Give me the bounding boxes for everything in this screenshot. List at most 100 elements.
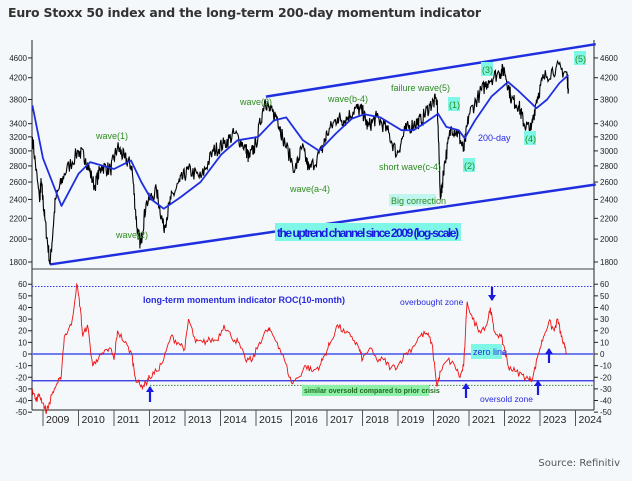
x-tick-label: 2019 [401, 414, 425, 426]
y-tick-label-right: 2800 [600, 162, 618, 171]
y-tick-label-left: -10 [15, 362, 27, 371]
arrow-up-icon [462, 383, 470, 389]
wave-5-highlight [574, 51, 586, 65]
annotation-failure-wave-5: failure wave(5) [391, 83, 450, 93]
channel-upper-line [265, 42, 596, 98]
y-tick-label-left: 2200 [9, 214, 27, 223]
y-tick-label-right: 3400 [600, 120, 618, 129]
x-tick-label: 2010 [82, 414, 106, 426]
y-tick-label-right: -20 [600, 373, 612, 382]
annotation-w2: (2) [464, 161, 475, 171]
x-tick-label: 2021 [472, 414, 496, 426]
x-tick-label: 2024 [579, 414, 603, 426]
y-tick-label-right: 0 [600, 350, 605, 359]
y-tick-label-right: -10 [600, 362, 612, 371]
y-tick-label-left: 2600 [9, 178, 27, 187]
annotation-wave-b4: wave(b-4) [327, 94, 368, 104]
y-tick-label-right: 10 [600, 338, 609, 347]
x-tick-label: 2009 [46, 414, 70, 426]
y-tick-label-right: 20 [600, 327, 609, 336]
y-tick-label-left: -30 [15, 385, 27, 394]
annotation-wave-2: wave(2) [115, 230, 148, 240]
y-tick-label-left: 40 [18, 303, 27, 312]
y-tick-label-right: 3800 [600, 95, 618, 104]
y-tick-label-left: 3000 [9, 147, 27, 156]
arrow-up-icon [534, 380, 542, 386]
x-tick-label: 2020 [437, 414, 461, 426]
y-tick-label-right: 60 [600, 280, 609, 289]
y-tick-label-right: 3000 [600, 147, 618, 156]
y-tick-label-right: -30 [600, 385, 612, 394]
y-tick-label-left: 3800 [9, 95, 27, 104]
y-tick-label-right: 2200 [600, 214, 618, 223]
x-tick-label: 2023 [543, 414, 567, 426]
y-tick-label-left: 50 [18, 292, 27, 301]
y-tick-label-left: -50 [15, 408, 27, 417]
annotation-overbought-zone: overbought zone [400, 297, 464, 307]
x-tick-label: 2022 [508, 414, 532, 426]
y-tick-label-right: 40 [600, 303, 609, 312]
x-tick-label: 2012 [153, 414, 177, 426]
x-tick-label: 2015 [259, 414, 283, 426]
y-tick-label-left: 0 [23, 350, 28, 359]
x-tick-label: 2013 [188, 414, 212, 426]
y-tick-label-left: 2400 [9, 195, 27, 204]
annotation-w1: (1) [449, 100, 460, 110]
annotation-wave-1: wave(1) [95, 131, 128, 141]
chart-frame [31, 40, 595, 411]
y-tick-label-left: -20 [15, 373, 27, 382]
annotation-big-correction: Big correction [391, 196, 446, 206]
annotation-wave-3: wave(3) [239, 97, 272, 107]
x-tick-label: 2014 [224, 414, 248, 426]
y-tick-label-right: 4600 [600, 54, 618, 63]
ma-200-day-line [31, 74, 569, 210]
y-tick-label-left: 20 [18, 327, 27, 336]
y-tick-label-right: 2400 [600, 195, 618, 204]
y-tick-label-left: 1800 [9, 258, 27, 267]
y-tick-label-left: 4600 [9, 54, 27, 63]
annotation-zero-line: zero line [473, 347, 507, 357]
annotation-w3: (3) [482, 65, 493, 75]
wave-2-highlight [463, 158, 475, 172]
y-tick-label-left: 3400 [9, 120, 27, 129]
annotation-w4: (4) [525, 134, 536, 144]
y-tick-label-left: -40 [15, 397, 27, 406]
y-tick-label-left: 60 [18, 280, 27, 289]
y-tick-label-left: 3200 [9, 133, 27, 142]
arrow-down-icon [488, 295, 496, 301]
y-tick-label-left: 2800 [9, 162, 27, 171]
annotation-wave-a4: wave(a-4) [289, 184, 330, 194]
x-tick-label: 2016 [295, 414, 319, 426]
y-tick-label-right: 1800 [600, 258, 618, 267]
y-tick-label-right: 30 [600, 315, 609, 324]
annotation-w5: (5) [575, 54, 586, 64]
y-tick-label-right: 50 [600, 292, 609, 301]
x-tick-label: 2011 [117, 414, 140, 426]
y-tick-label-left: 4200 [9, 74, 27, 83]
annotation-short-wave-c4: short wave(c-4) [379, 162, 441, 172]
y-tick-label-right: 2600 [600, 178, 618, 187]
annotation-similar-oversold: similar oversold compared to prior crisi… [304, 388, 440, 395]
arrow-up-icon [146, 386, 154, 392]
y-tick-label-right: 3200 [600, 133, 618, 142]
y-tick-label-right: -40 [600, 397, 612, 406]
big-correction-highlight [389, 194, 436, 206]
annotation-oversold-zone: oversold zone [480, 394, 533, 404]
y-tick-label-left: 2000 [9, 235, 27, 244]
similar-oversold-highlight [302, 385, 429, 396]
channel-label-highlight [275, 223, 461, 241]
price-series-line [31, 59, 569, 265]
y-tick-label-right: -50 [600, 408, 612, 417]
arrow-up-icon [545, 348, 553, 354]
y-tick-label-left: 30 [18, 315, 27, 324]
source-note: Source: Refinitiv [538, 458, 620, 469]
annotation-200-day: 200-day [478, 133, 511, 143]
roc-series-line [31, 282, 567, 415]
y-tick-label-right: 2000 [600, 235, 618, 244]
wave-4-highlight [524, 131, 536, 145]
x-tick-label: 2017 [330, 414, 354, 426]
annotation-uptrend-channel: the uptrend channel since 2009 (log-scal… [277, 226, 459, 240]
wave-1-highlight [448, 97, 460, 111]
zero-line-highlight [471, 344, 502, 359]
